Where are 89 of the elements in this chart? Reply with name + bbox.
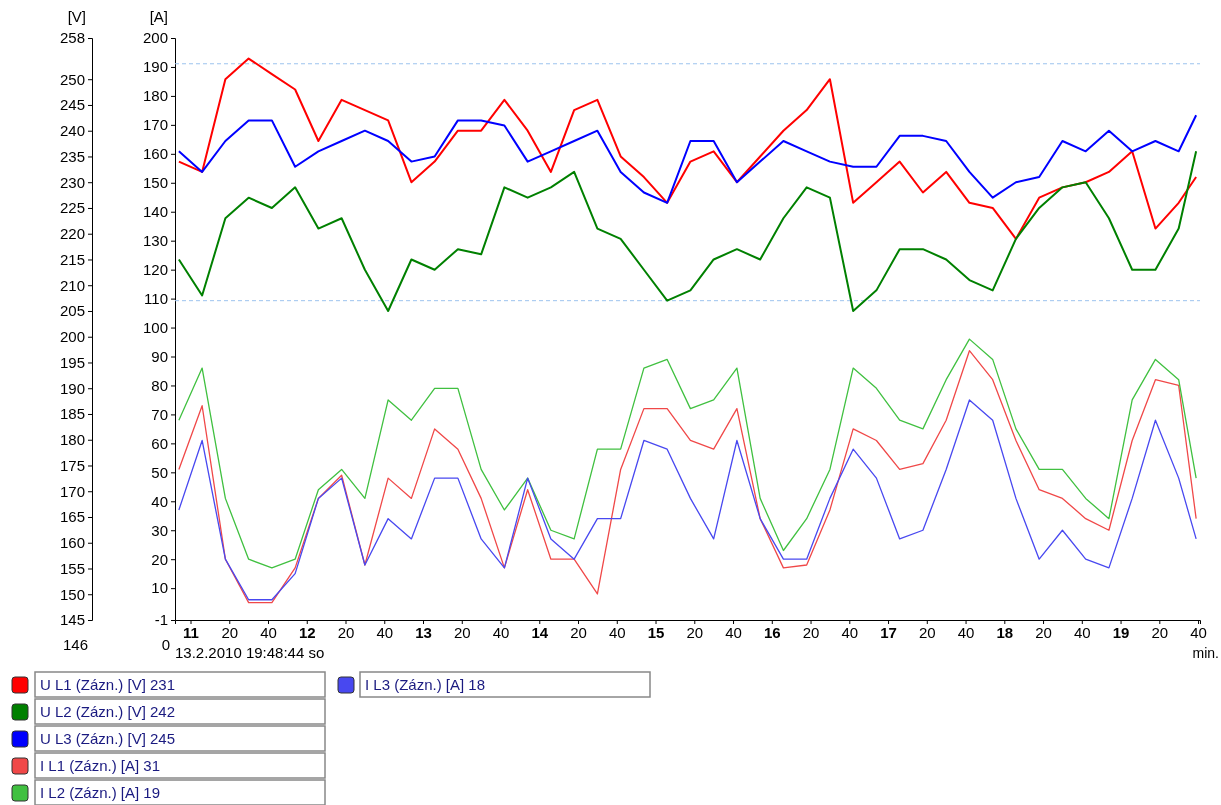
y-tick-label: 195 <box>59 353 85 371</box>
x-tick-label: 20 <box>453 623 471 641</box>
text: 0 <box>161 636 170 653</box>
y2-tick-label: 150 <box>142 174 168 192</box>
x-tick-label: 17 <box>880 623 897 641</box>
y-tick-label: 230 <box>59 173 85 191</box>
y-tick-label: 200 <box>59 328 85 346</box>
y2-tick-label: 140 <box>142 203 168 221</box>
y2-tick-label: 160 <box>142 145 168 163</box>
x-tick-label: 12 <box>298 623 316 641</box>
y-tick-label: 150 <box>59 585 85 603</box>
y-tick-label: 185 <box>59 405 85 423</box>
y-tick-label: 155 <box>59 559 85 577</box>
y2-tick-label: 100 <box>142 318 168 336</box>
x-tick-label: 20 <box>221 623 239 641</box>
y2-tick-label: 200 <box>142 29 168 47</box>
y-tick-label: 165 <box>59 508 85 526</box>
x-tick-label: 14 <box>531 623 549 641</box>
y2-tick-label: -1 <box>154 611 168 629</box>
y2-tick-label: 60 <box>151 434 168 452</box>
x-tick-label: 15 <box>647 623 665 641</box>
line-series <box>177 150 1198 312</box>
x-tick-label: 40 <box>376 623 394 641</box>
line-series <box>178 399 1197 601</box>
y2-tick-label: 180 <box>142 87 168 105</box>
y-tick-label: 145 <box>59 611 85 629</box>
x-tick-label: 40 <box>841 623 859 641</box>
y-tick-label: 170 <box>59 482 85 500</box>
y-tick-label: 190 <box>59 379 85 397</box>
y2-tick-label: 110 <box>144 289 168 307</box>
y2-tick-label: 80 <box>151 376 168 394</box>
y-tick-label: 220 <box>59 225 85 243</box>
y2-tick-label: 120 <box>142 260 168 278</box>
legend-label: I L3 (Zázn.) [A] 18 <box>365 676 486 693</box>
x-axis-title: min. <box>1192 645 1219 661</box>
x-tick-label: 19 <box>1112 623 1130 641</box>
y2-tick-label: 190 <box>142 58 168 76</box>
x-tick-label: 40 <box>492 623 510 641</box>
x-tick-label: 20 <box>337 623 355 641</box>
line-series <box>178 350 1197 604</box>
y2-tick-label: 50 <box>151 463 168 481</box>
line-series <box>178 338 1197 569</box>
y2-tick-label: 10 <box>151 579 168 597</box>
y2-axis-title: [A] <box>149 8 168 25</box>
legend-label: U L3 (Zázn.) [V] 245 <box>40 730 176 747</box>
x-tick-label: 20 <box>1151 623 1169 641</box>
y-axis-title: [V] <box>67 8 86 25</box>
x-tick-label: 40 <box>1073 623 1091 641</box>
y-tick-label: 225 <box>59 199 85 217</box>
legend-label: U L2 (Zázn.) [V] 242 <box>40 703 176 720</box>
y2-tick-label: 30 <box>151 521 168 539</box>
legend-label: I L2 (Zázn.) [A] 19 <box>40 784 161 801</box>
y2-tick-label: 170 <box>142 116 168 134</box>
y-tick-label: 205 <box>59 302 85 320</box>
x-tick-label: 20 <box>570 623 587 641</box>
line-series <box>177 57 1198 240</box>
y-tick-label: 240 <box>59 122 85 140</box>
y-tick-label: 180 <box>59 431 85 449</box>
x-tick-label: 20 <box>1035 623 1052 641</box>
legend-label: U L1 (Zázn.) [V] 231 <box>40 676 176 693</box>
y-tick-label: 210 <box>59 276 85 294</box>
y2-tick-label: 40 <box>151 492 168 510</box>
x-tick-label: 11 <box>183 623 199 641</box>
legend-label: I L1 (Zázn.) [A] 31 <box>40 757 161 774</box>
x-tick-label: 40 <box>957 623 975 641</box>
y-tick-label: 258 <box>59 29 85 47</box>
y-tick-label: 160 <box>59 534 85 552</box>
y2-tick-label: 130 <box>142 231 168 249</box>
x-tick-label: 40 <box>608 623 626 641</box>
x-tick-label: 40 <box>725 623 742 641</box>
y-tick-label: 245 <box>59 96 85 114</box>
y-tick-label: 250 <box>59 70 85 88</box>
x-tick-label: 13 <box>415 623 432 641</box>
y-tick-label: 175 <box>59 456 85 474</box>
x-tick-label: 18 <box>996 623 1014 641</box>
text: 13.2.2010 19:48:44 so <box>175 644 325 661</box>
x-tick-label: 40 <box>1190 623 1207 641</box>
line-series <box>177 114 1198 204</box>
x-tick-label: 40 <box>260 623 277 641</box>
x-tick-label: 20 <box>802 623 820 641</box>
y2-tick-label: 70 <box>151 405 168 423</box>
y2-tick-label: 20 <box>151 550 168 568</box>
x-tick-label: 20 <box>686 623 704 641</box>
y-tick-label: 235 <box>59 147 85 165</box>
y-tick-label: 215 <box>59 250 85 268</box>
x-tick-label: 20 <box>918 623 936 641</box>
y2-tick-label: 90 <box>151 347 168 365</box>
x-tick-label: 16 <box>763 623 781 641</box>
text: 146 <box>62 636 88 653</box>
